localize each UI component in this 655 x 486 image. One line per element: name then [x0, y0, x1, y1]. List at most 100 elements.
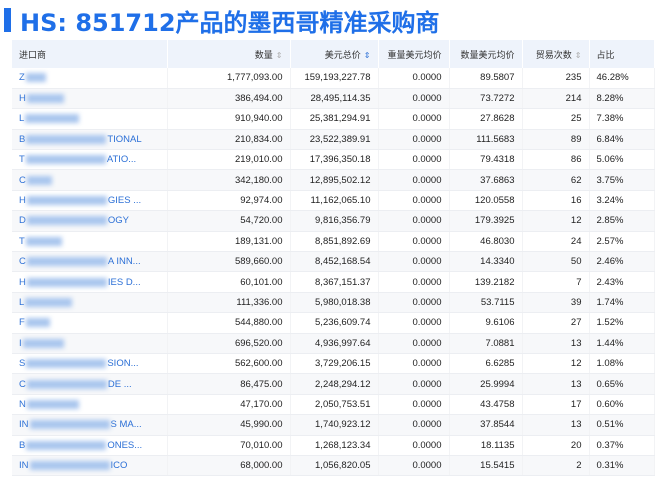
table-row: H GIES ... 92,974.00 11,162,065.10 0.0000… — [12, 190, 655, 212]
table-row: IN S MA... 45,990.00 1,740,923.12 0.0000 … — [12, 414, 655, 436]
importer-name-link[interactable]: IN S MA... — [12, 414, 168, 436]
importer-name-link[interactable]: I — [12, 333, 168, 354]
header-label: 进口商 — [19, 49, 47, 60]
table-row: L 111,336.00 5,980,018.38 0.0000 53.7115… — [12, 292, 655, 314]
header-quantity[interactable]: 数量 ⇕ — [167, 40, 291, 68]
name-visible-start: I — [19, 337, 22, 349]
weight-avg-price-cell: 0.0000 — [378, 190, 450, 212]
table-row: H 386,494.00 28,495,114.35 0.0000 73.727… — [12, 88, 655, 110]
quantity-avg-price-cell: 179.3925 — [449, 210, 523, 232]
name-visible-end: TIONAL — [107, 133, 142, 145]
importer-name-link[interactable]: L — [12, 108, 168, 130]
table-row: C A INN... 589,660.00 8,452,168.54 0.0000… — [12, 251, 655, 273]
redacted-name — [26, 440, 107, 450]
redacted-name — [25, 155, 106, 165]
importer-name-link[interactable]: D OGY — [12, 210, 168, 232]
weight-avg-price-cell: 0.0000 — [378, 68, 450, 89]
name-visible-start: S — [19, 358, 26, 370]
table-row: S SION... 562,600.00 3,729,206.15 0.0000 … — [12, 353, 655, 375]
importers-table: 进口商 数量 ⇕ 美元总价 ⇕ 重量美元均价 数量美元均价 贸易次数 ⇕ 占比 Z 1… — [12, 40, 655, 477]
importer-name-link[interactable]: H — [12, 88, 168, 110]
redacted-name — [29, 420, 110, 430]
redacted-name — [26, 196, 107, 206]
redacted-name — [26, 216, 107, 226]
total-usd-cell: 5,980,018.38 — [290, 292, 379, 314]
trade-count-cell: 13 — [522, 333, 590, 354]
importer-name-link[interactable]: N — [12, 394, 168, 416]
redacted-name — [29, 461, 110, 471]
quantity-cell: 696,520.00 — [167, 333, 291, 354]
name-visible-end: OGY — [107, 215, 129, 227]
name-visible-start: T — [19, 154, 25, 166]
sort-icon[interactable]: ⇕ — [574, 50, 582, 60]
importer-name-link[interactable]: Z — [12, 68, 168, 89]
header-label: 占比 — [596, 49, 615, 60]
share-cell: 46.28% — [589, 68, 655, 89]
name-visible-start: B — [19, 133, 26, 145]
quantity-cell: 45,990.00 — [167, 414, 291, 436]
trade-count-cell: 2 — [522, 455, 590, 477]
sort-descending-icon[interactable]: ⇕ — [363, 50, 371, 60]
share-cell: 5.06% — [589, 149, 655, 171]
total-usd-cell: 1,056,820.05 — [290, 455, 379, 477]
importer-name-link[interactable]: T — [12, 231, 168, 253]
name-visible-end: ONES... — [107, 439, 143, 451]
name-visible-start: C — [19, 256, 26, 268]
table-row: T 189,131.00 8,851,892.69 0.0000 46.8030… — [12, 231, 655, 253]
importer-name-link[interactable]: F — [12, 312, 168, 334]
quantity-cell: 544,880.00 — [167, 312, 291, 334]
share-cell: 6.84% — [589, 129, 655, 151]
share-cell: 0.31% — [589, 455, 655, 477]
share-cell: 2.46% — [589, 251, 655, 273]
quantity-cell: 86,475.00 — [167, 373, 291, 395]
total-usd-cell: 2,050,753.51 — [290, 394, 379, 416]
quantity-cell: 60,101.00 — [167, 271, 291, 293]
total-usd-cell: 8,367,151.37 — [290, 271, 379, 293]
importer-name-link[interactable]: H IES D... — [12, 271, 168, 293]
redacted-name — [25, 73, 46, 83]
importer-name-link[interactable]: C A INN... — [12, 251, 168, 273]
weight-avg-price-cell: 0.0000 — [378, 435, 450, 456]
importer-name-link[interactable]: B ONES... — [12, 435, 168, 456]
header-label: 美元总价 — [324, 49, 361, 60]
quantity-avg-price-cell: 139.2182 — [449, 271, 523, 293]
importer-name-link[interactable]: C — [12, 169, 168, 191]
name-visible-end: GIES ... — [107, 195, 142, 207]
page-title: HS: 851712产品的墨西哥精准采购商 — [4, 5, 440, 37]
quantity-avg-price-cell: 111.5683 — [449, 129, 523, 151]
table-row: B TIONAL 210,834.00 23,522,389.91 0.0000 … — [12, 129, 655, 151]
importer-name-link[interactable]: B TIONAL — [12, 129, 168, 151]
table-header: 进口商 数量 ⇕ 美元总价 ⇕ 重量美元均价 数量美元均价 贸易次数 ⇕ 占比 — [12, 40, 655, 68]
total-usd-cell: 5,236,609.74 — [290, 312, 379, 334]
name-visible-end: DE ... — [107, 378, 132, 390]
importer-name-link[interactable]: IN ICO — [12, 455, 168, 477]
name-visible-start: D — [19, 215, 26, 227]
share-cell: 1.08% — [589, 353, 655, 375]
name-visible-start: H — [19, 93, 26, 105]
sort-icon[interactable]: ⇕ — [275, 50, 283, 60]
trade-count-cell: 12 — [522, 210, 590, 232]
trade-count-cell: 20 — [522, 435, 590, 456]
trade-count-cell: 27 — [522, 312, 590, 334]
importer-name-link[interactable]: T ATIO... — [12, 149, 168, 171]
table-row: I 696,520.00 4,936,997.64 0.0000 7.0881 … — [12, 333, 655, 354]
header-total-usd[interactable]: 美元总价 ⇕ — [290, 40, 379, 68]
quantity-avg-price-cell: 89.5807 — [449, 68, 523, 89]
table-row: Z 1,777,093.00 159,193,227.78 0.0000 89.… — [12, 68, 655, 89]
total-usd-cell: 2,248,294.12 — [290, 373, 379, 395]
importer-name-link[interactable]: S SION... — [12, 353, 168, 375]
weight-avg-price-cell: 0.0000 — [378, 312, 450, 334]
header-trade-count[interactable]: 贸易次数 ⇕ — [522, 40, 590, 68]
importer-name-link[interactable]: C DE ... — [12, 373, 168, 395]
name-visible-end: IES D... — [107, 276, 141, 288]
weight-avg-price-cell: 0.0000 — [378, 210, 450, 232]
trade-count-cell: 7 — [522, 271, 590, 293]
header-label: 数量美元均价 — [460, 49, 515, 60]
importer-name-link[interactable]: H GIES ... — [12, 190, 168, 212]
quantity-cell: 910,940.00 — [167, 108, 291, 130]
redacted-name — [26, 277, 107, 287]
total-usd-cell: 28,495,114.35 — [290, 88, 379, 110]
weight-avg-price-cell: 0.0000 — [378, 231, 450, 253]
header-quantity-avg-price: 数量美元均价 — [449, 40, 523, 68]
importer-name-link[interactable]: L — [12, 292, 168, 314]
